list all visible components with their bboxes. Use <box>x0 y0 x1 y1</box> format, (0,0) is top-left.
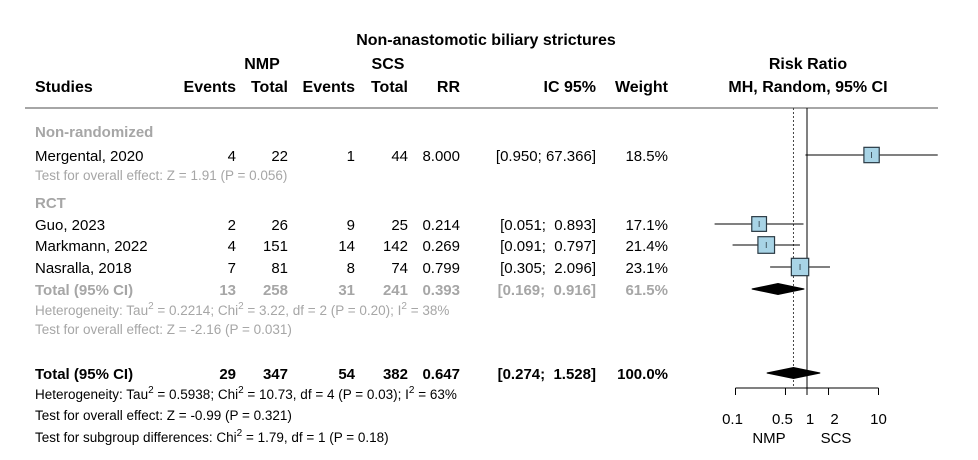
scs-total: 74 <box>391 260 408 277</box>
scs-total: 25 <box>391 217 408 234</box>
x-tick-label: 1 <box>806 411 814 428</box>
weight-value: 100.0% <box>617 366 668 383</box>
ci-value: [0.051; 0.893] <box>500 217 596 234</box>
scs-total: 382 <box>383 366 408 383</box>
overall-effect: Test for overall effect: Z = -0.99 (P = … <box>35 408 292 423</box>
subgroup-overall-effect: Test for overall effect: Z = -2.16 (P = … <box>35 322 292 337</box>
subgroup-overall-effect: Test for overall effect: Z = 1.91 (P = 0… <box>35 168 287 183</box>
overall-diamond <box>766 366 821 380</box>
x-tick-label: 10 <box>870 411 887 428</box>
nmp-total: 347 <box>263 366 288 383</box>
rr-value: 0.214 <box>422 217 460 234</box>
header-scs-total: Total <box>371 79 408 96</box>
header-plot-title-2: MH, Random, 95% CI <box>728 79 887 96</box>
scs-total: 142 <box>383 238 408 255</box>
x-tick-label: 0.1 <box>722 411 743 428</box>
chart-title: Non-anastomotic biliary strictures <box>356 32 616 49</box>
rr-value: 8.000 <box>422 148 460 165</box>
ci-value: [0.274; 1.528] <box>498 366 596 383</box>
nmp-total: 151 <box>263 238 288 255</box>
overall-heterogeneity: Heterogeneity: Tau2 = 0.5938; Chi2 = 10.… <box>35 385 457 402</box>
nmp-events: 13 <box>219 282 236 299</box>
header-scs-events: Events <box>303 79 356 96</box>
ci-value: [0.091; 0.797] <box>500 238 596 255</box>
subgroup-heterogeneity: Heterogeneity: Tau2 = 0.2214; Chi2 = 3.2… <box>35 301 449 318</box>
x-tick-label: 0.5 <box>772 411 793 428</box>
weight-value: 61.5% <box>625 282 668 299</box>
weight-value: 17.1% <box>625 217 668 234</box>
study-name: Nasralla, 2018 <box>35 260 132 277</box>
nmp-total: 258 <box>263 282 288 299</box>
favours-left-label: NMP <box>752 430 785 447</box>
header-plot-title-1: Risk Ratio <box>769 56 847 73</box>
weight-value: 18.5% <box>625 148 668 165</box>
ci-value: [0.169; 0.916] <box>498 282 596 299</box>
scs-events: 31 <box>338 282 355 299</box>
header-nmp: NMP <box>244 56 280 73</box>
subgroup-diamond <box>751 282 805 296</box>
header-nmp-events: Events <box>184 79 237 96</box>
ci-value: [0.950; 67.366] <box>496 148 596 165</box>
scs-events: 14 <box>338 238 355 255</box>
scs-events: 8 <box>347 260 355 277</box>
weight-value: 21.4% <box>625 238 668 255</box>
study-name: Total (95% CI) <box>35 282 133 299</box>
subgroup-label: Non-randomized <box>35 124 153 141</box>
scs-total: 44 <box>391 148 408 165</box>
header-studies: Studies <box>35 79 93 96</box>
subgroup-differences: Test for subgroup differences: Chi2 = 1.… <box>35 428 389 445</box>
study-name: Guo, 2023 <box>35 217 105 234</box>
rr-value: 0.393 <box>422 282 460 299</box>
nmp-total: 81 <box>271 260 288 277</box>
x-tick-label: 2 <box>830 411 838 428</box>
rr-value: 0.799 <box>422 260 460 277</box>
header-scs: SCS <box>372 56 405 73</box>
nmp-events: 4 <box>228 148 236 165</box>
study-name: Mergental, 2020 <box>35 148 143 165</box>
nmp-events: 4 <box>228 238 236 255</box>
nmp-total: 22 <box>271 148 288 165</box>
nmp-total: 26 <box>271 217 288 234</box>
scs-events: 9 <box>347 217 355 234</box>
rr-value: 0.269 <box>422 238 460 255</box>
study-name: Total (95% CI) <box>35 366 133 383</box>
scs-events: 54 <box>338 366 355 383</box>
header-ci: IC 95% <box>544 79 596 96</box>
scs-events: 1 <box>347 148 355 165</box>
header-nmp-total: Total <box>251 79 288 96</box>
nmp-events: 2 <box>228 217 236 234</box>
header-rr: RR <box>437 79 461 96</box>
scs-total: 241 <box>383 282 408 299</box>
nmp-events: 7 <box>228 260 236 277</box>
nmp-events: 29 <box>219 366 236 383</box>
plot-marks <box>714 108 938 388</box>
favours-right-label: SCS <box>821 430 852 447</box>
study-name: Markmann, 2022 <box>35 238 148 255</box>
subgroup-label: RCT <box>35 195 66 212</box>
weight-value: 23.1% <box>625 260 668 277</box>
x-axis: 0.1 0.5 1 2 10 NMP SCS <box>722 387 887 447</box>
rr-value: 0.647 <box>422 366 460 383</box>
header-weight: Weight <box>615 79 669 96</box>
ci-value: [0.305; 2.096] <box>500 260 596 277</box>
